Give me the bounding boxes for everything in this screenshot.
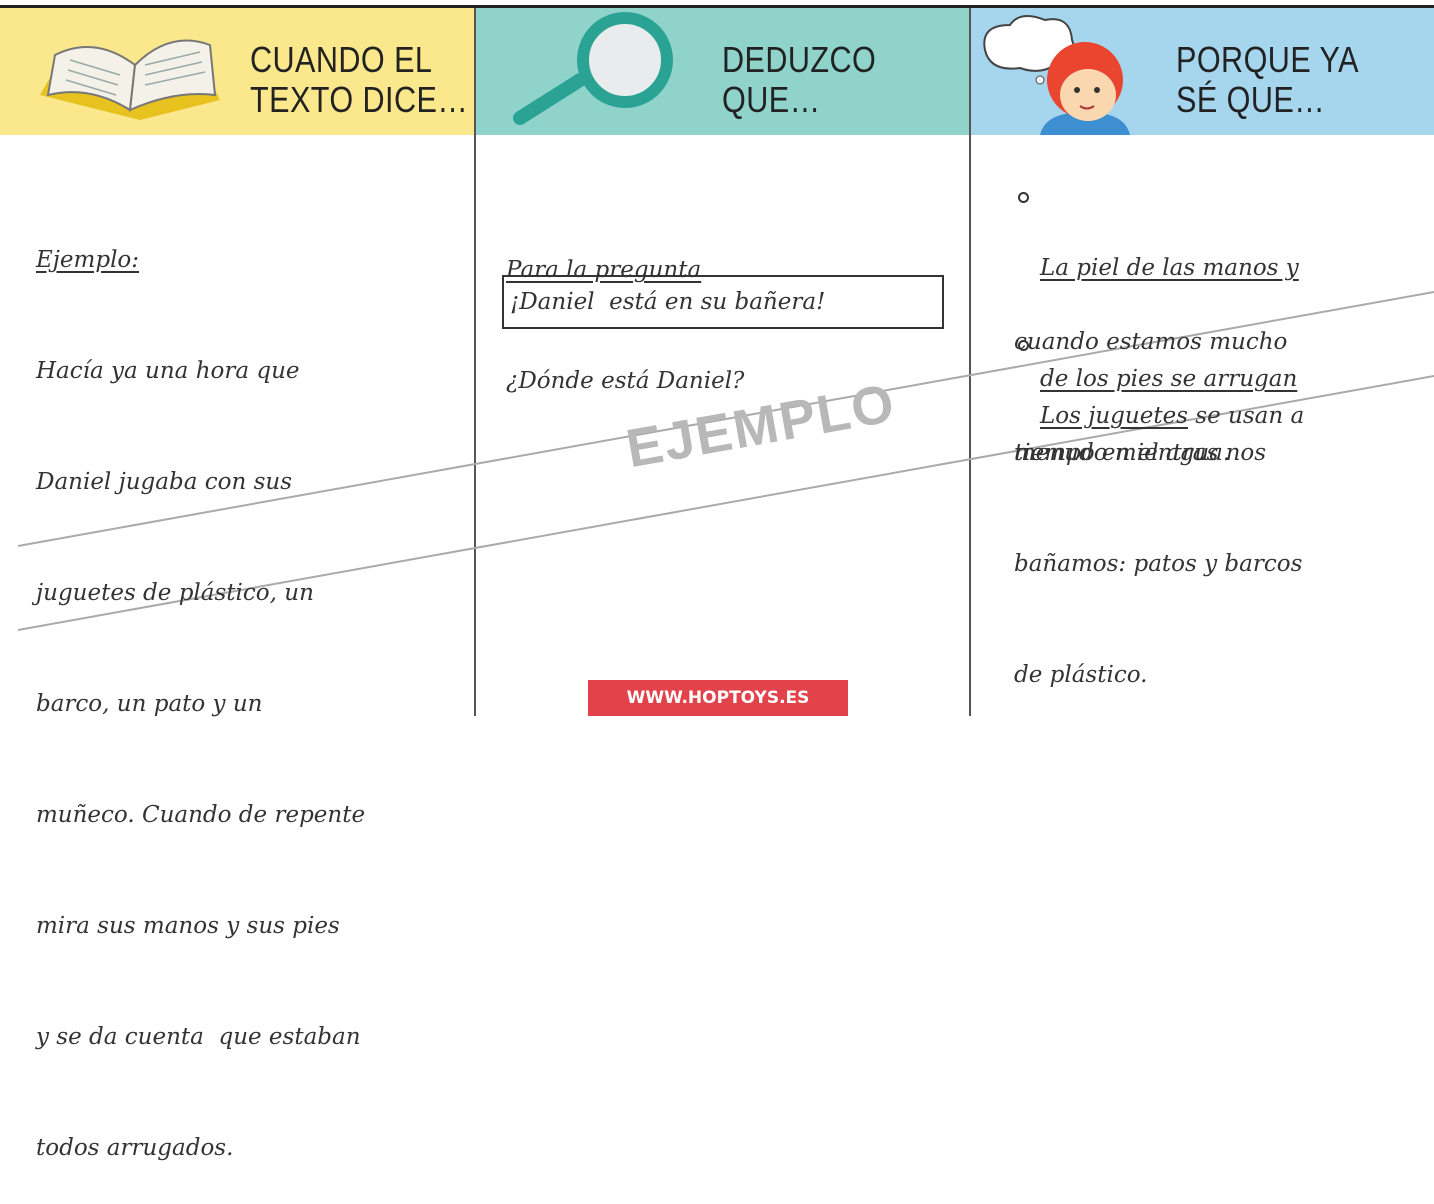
- text-line: Daniel jugaba con sus: [36, 469, 292, 495]
- text-line: muñeco. Cuando de repente: [36, 802, 366, 828]
- column-title: CUANDO EL TEXTO DICE…: [250, 40, 468, 120]
- text-line: de los pies se arrugan: [1040, 366, 1298, 392]
- book-icon: [40, 39, 220, 120]
- text-line: tiempo en el agua.: [1014, 440, 1231, 466]
- bullet-text: La piel de las manos y de los pies se ar…: [1040, 176, 1299, 435]
- text-segment: se usan a: [1187, 403, 1305, 429]
- worksheet: {"columns": [ {"title": ["CUANDO EL", "T…: [0, 0, 1434, 1161]
- text-line: de plástico.: [1014, 662, 1148, 688]
- bullet-text: menudo mientras nos bañamos: patos y bar…: [1014, 361, 1302, 731]
- header-teal: [475, 8, 970, 135]
- bullet-text: cuando estamos mucho tiempo en el agua.: [1014, 250, 1287, 509]
- text-line: Hacía ya una hora que: [36, 358, 300, 384]
- footer-url: WWW.HOPTOYS.ES: [626, 688, 810, 708]
- text-line: todos arrugados.: [36, 1135, 234, 1161]
- text-line: y se da cuenta que estaban: [36, 1024, 361, 1050]
- title-line: TEXTO DICE…: [250, 79, 469, 120]
- text-line: barco, un pato y un: [36, 691, 263, 717]
- title-line: CUANDO EL: [250, 39, 433, 80]
- bullet-text: Los juguetes se usan a: [1040, 324, 1304, 472]
- bullet: [1018, 340, 1029, 351]
- text-segment: Los juguetes: [1040, 403, 1188, 429]
- column-title: DEDUZCO QUE…: [722, 40, 876, 120]
- child-icon: [983, 15, 1130, 135]
- text-line: ¿Dónde está Daniel?: [506, 368, 745, 394]
- text-line: cuando estamos mucho: [1014, 329, 1288, 355]
- text-line: juguetes de plástico, un: [36, 580, 314, 606]
- title-line: QUE…: [722, 79, 821, 120]
- heading: Para la pregunta: [506, 257, 702, 283]
- top-border: [0, 0, 1434, 8]
- answer: ¡Daniel está en su bañera!: [510, 289, 826, 315]
- text-line: menudo mientras nos: [1014, 440, 1267, 466]
- title-line: PORQUE YA: [1176, 39, 1359, 80]
- question-text: Para la pregunta ¿Dónde está Daniel?: [506, 178, 744, 437]
- text-line: mira sus manos y sus pies: [36, 913, 340, 939]
- magnifier-icon: [513, 12, 673, 125]
- bullet: [1018, 192, 1029, 203]
- title-line: DEDUZCO: [722, 39, 877, 80]
- text-line: bañamos: patos y barcos: [1014, 551, 1303, 577]
- decor: [17, 8, 1434, 716]
- text-line: La piel de las manos y: [1040, 255, 1299, 281]
- title-line: SÉ QUE…: [1176, 79, 1326, 120]
- heading: Ejemplo:: [36, 247, 140, 273]
- column-title: PORQUE YA SÉ QUE…: [1176, 40, 1359, 120]
- example-text: Ejemplo: Hacía ya una hora que Daniel ju…: [36, 168, 365, 1204]
